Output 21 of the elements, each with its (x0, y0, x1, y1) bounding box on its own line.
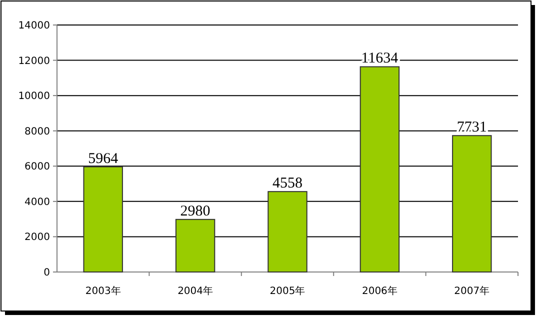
y-tick-label: 8000 (24, 126, 50, 138)
bar (452, 135, 492, 272)
y-tick-label: 10000 (18, 91, 50, 102)
y-tick-label: 4000 (24, 196, 50, 208)
y-tick-label: 12000 (18, 56, 50, 67)
x-tick-label: 2005年 (270, 285, 306, 297)
data-label: 4558 (272, 176, 302, 192)
x-tick-label: 2003年 (85, 285, 121, 297)
data-label: 2980 (180, 203, 210, 220)
bar (83, 166, 123, 272)
y-tick-label: 14000 (18, 20, 50, 32)
y-tick-label: 2000 (24, 232, 50, 244)
x-tick-label: 2007年 (454, 285, 490, 297)
y-tick-label: 0 (44, 268, 50, 278)
bar (175, 218, 216, 272)
bar (360, 66, 400, 272)
y-tick-label: 6000 (24, 162, 50, 173)
x-tick-label: 2004年 (178, 285, 214, 297)
x-tick-label: 2006年 (362, 285, 398, 297)
bar (268, 191, 308, 272)
data-label: 5964 (88, 150, 119, 167)
